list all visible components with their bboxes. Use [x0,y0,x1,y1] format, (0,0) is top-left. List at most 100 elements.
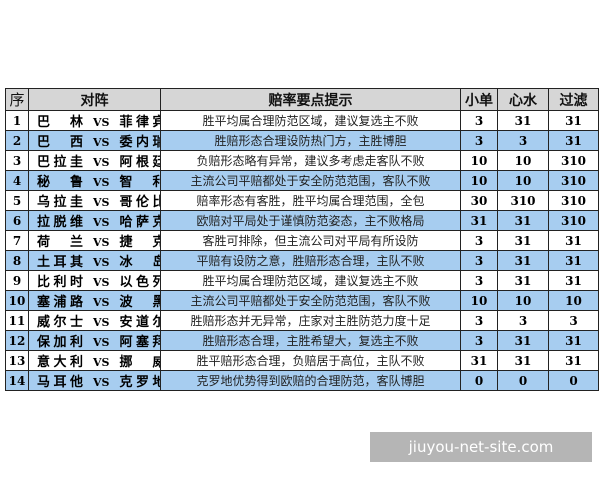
home-team: 荷 兰 [37,235,83,250]
row-seq: 12 [5,330,29,351]
row-seq: 8 [5,250,29,271]
vs-label: VS [93,336,110,349]
row-match: 巴 林 VS 菲律宾 [28,110,161,131]
row-match: 马耳他 VS 克罗地 [28,370,161,391]
row-tip: 赔率形态有客胜，胜平均属合理范围，全包 [160,190,461,211]
away-team: 冰 岛 [119,255,159,270]
row-seq: 11 [5,310,29,331]
row-tip: 胜赔形态并无异常，庄家对主胜防范力度十足 [160,310,461,331]
row-c1: 3 [460,250,498,271]
row-c3: 31 [548,270,599,291]
row-c2: 10 [497,150,549,171]
row-c3: 31 [548,350,599,371]
away-team: 以色列 [119,275,159,290]
row-match: 巴 西 VS 委内瑞 [28,130,161,151]
home-team: 威尔士 [37,315,83,330]
row-c2: 31 [497,210,549,231]
row-seq: 6 [5,210,29,231]
row-c3: 310 [548,190,599,211]
vs-label: VS [93,376,110,389]
vs-label: VS [93,156,110,169]
row-c2: 31 [497,230,549,251]
row-c1: 3 [460,330,498,351]
row-c2: 31 [497,330,549,351]
home-team: 巴拉圭 [37,155,83,170]
row-c1: 10 [460,150,498,171]
row-seq: 3 [5,150,29,171]
row-c1: 3 [460,310,498,331]
home-team: 意大利 [37,355,83,370]
home-team: 土耳其 [37,255,83,270]
row-c1: 10 [460,170,498,191]
row-tip: 克罗地优势得到欧赔的合理防范，客队博胆 [160,370,461,391]
row-tip: 欧赔对平局处于谨慎防范姿态，主不败格局 [160,210,461,231]
vs-label: VS [93,276,110,289]
row-seq: 2 [5,130,29,151]
home-team: 比利时 [37,275,83,290]
vs-label: VS [93,256,110,269]
home-team: 保加利 [37,335,83,350]
row-tip: 胜赔形态合理，主胜希望大，复选主不败 [160,330,461,351]
row-c2: 31 [497,110,549,131]
row-match: 保加利 VS 阿塞拜 [28,330,161,351]
vs-label: VS [93,136,110,149]
away-team: 智 利 [119,175,159,190]
home-team: 拉脱维 [37,215,83,230]
home-team: 巴 西 [37,135,83,150]
row-seq: 14 [5,370,29,391]
row-c2: 31 [497,250,549,271]
away-team: 捷 克 [119,235,159,250]
row-seq: 4 [5,170,29,191]
row-c2: 10 [497,290,549,311]
row-tip: 胜平赔形态合理，负赔居于高位，主队不败 [160,350,461,371]
away-team: 菲律宾 [119,115,159,130]
header-c2: 心水 [497,88,549,111]
row-tip: 胜赔形态合理设防热门方，主胜博胆 [160,130,461,151]
row-c1: 30 [460,190,498,211]
home-team: 马耳他 [37,375,83,390]
row-c1: 3 [460,130,498,151]
row-c3: 10 [548,290,599,311]
row-tip: 主流公司平赔都处于安全防范范围，客队不败 [160,170,461,191]
row-match: 意大利 VS 挪 威 [28,350,161,371]
vs-label: VS [93,236,110,249]
row-match: 土耳其 VS 冰 岛 [28,250,161,271]
away-team: 阿塞拜 [119,335,159,350]
row-c2: 31 [497,270,549,291]
row-c3: 31 [548,230,599,251]
home-team: 乌拉圭 [37,195,83,210]
row-c3: 3 [548,310,599,331]
home-team: 塞浦路 [37,295,83,310]
row-seq: 9 [5,270,29,291]
row-match: 秘 鲁 VS 智 利 [28,170,161,191]
vs-label: VS [93,356,110,369]
header-seq: 序 [5,88,29,111]
row-tip: 平赔有设防之意，胜赔形态合理，主队不败 [160,250,461,271]
row-tip: 胜平均属合理防范区域，建议复选主不败 [160,270,461,291]
away-team: 阿根廷 [119,155,159,170]
row-match: 荷 兰 VS 捷 克 [28,230,161,251]
row-c2: 3 [497,310,549,331]
header-tip: 赔率要点提示 [160,88,461,111]
home-team: 秘 鲁 [37,175,83,190]
away-team: 波 黑 [119,295,159,310]
row-c2: 0 [497,370,549,391]
vs-label: VS [93,116,110,129]
row-c1: 10 [460,290,498,311]
row-seq: 1 [5,110,29,131]
home-team: 巴 林 [37,115,83,130]
row-seq: 7 [5,230,29,251]
header-c3: 过滤 [548,88,599,111]
away-team: 哈萨克 [119,215,159,230]
